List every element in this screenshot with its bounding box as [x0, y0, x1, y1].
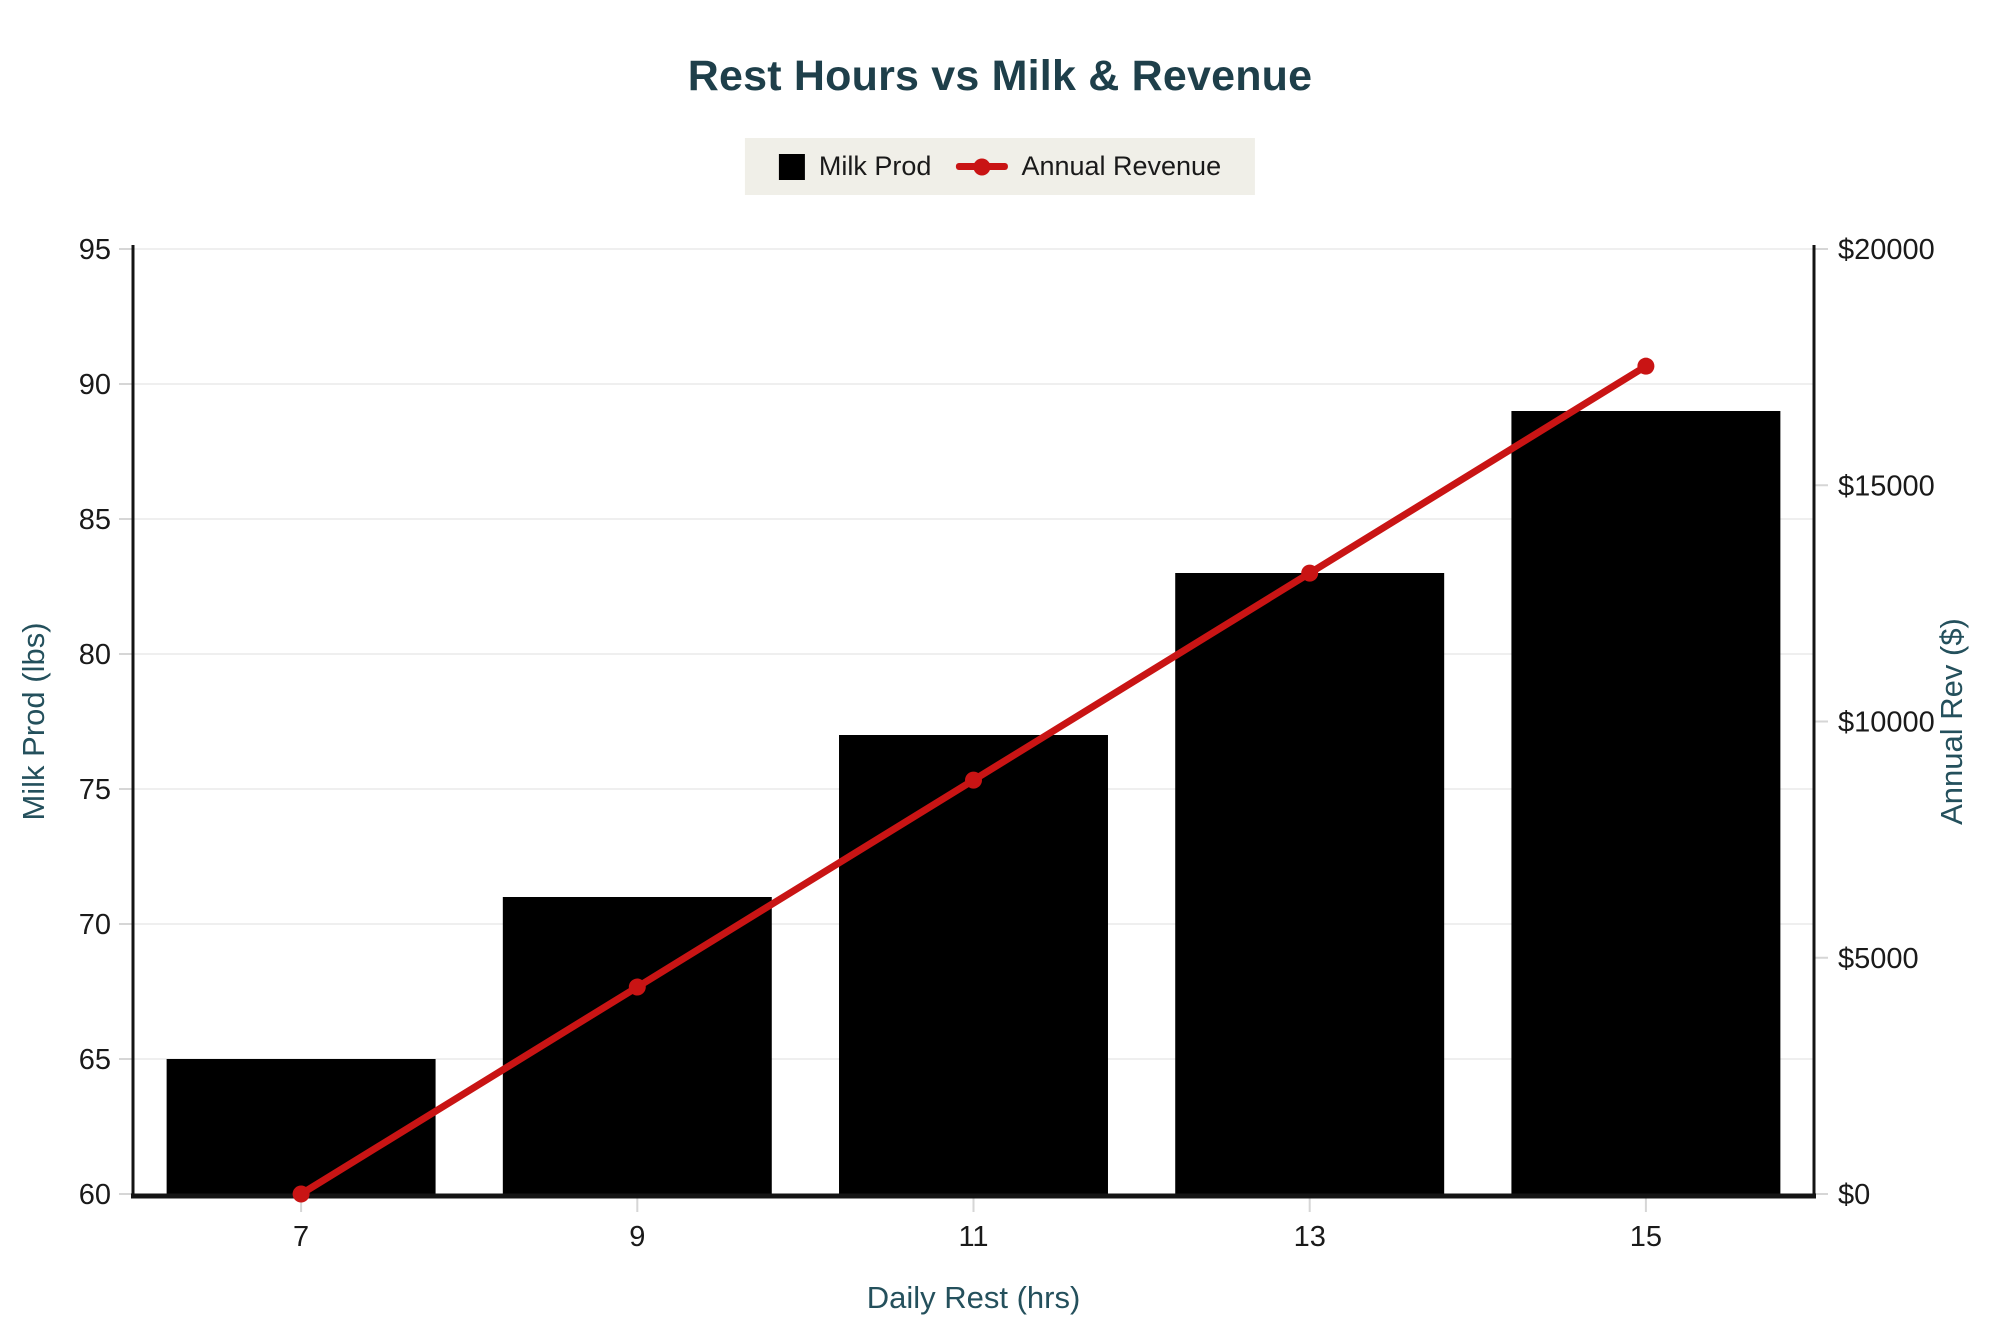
annual-revenue-point [292, 1185, 310, 1203]
annual-revenue-point [628, 978, 646, 996]
annual-revenue-swatch-dot-icon [972, 158, 990, 175]
bar-milk-prod [1511, 411, 1781, 1197]
x-tick-label: 13 [1294, 1221, 1326, 1253]
legend-item-milk-prod: Milk Prod [778, 151, 932, 182]
annual-revenue-swatch-icon [955, 158, 1008, 175]
legend-label-milk-prod: Milk Prod [818, 151, 932, 181]
left-tick-label: 70 [79, 909, 111, 941]
left-tick-label: 90 [79, 369, 111, 401]
left-axis-title: Milk Prod (lbs) [16, 622, 51, 820]
x-tick-label: 11 [958, 1221, 988, 1253]
tick-labels: 60 65 70 75 80 85 90 95 $0 $5000 $10000 $15000 $2000… [79, 234, 1935, 1253]
bar-milk-prod [166, 1059, 436, 1197]
right-tick-label: $10000 [1838, 707, 1935, 739]
right-axis-title: Annual Rev ($) [1934, 618, 1969, 825]
x-tick-label: 15 [1630, 1221, 1662, 1253]
milk-prod-swatch-icon [778, 153, 805, 180]
chart-title: Rest Hours vs Milk & Revenue [687, 52, 1313, 100]
right-tick-label: $0 [1838, 1179, 1870, 1211]
right-tick-label: $20000 [1838, 234, 1935, 266]
legend-item-annual-revenue: Annual Revenue [955, 151, 1221, 182]
bar-milk-prod [839, 735, 1108, 1197]
annual-revenue-point [1301, 564, 1319, 582]
bar-milk-prod [1175, 573, 1445, 1197]
annual-revenue-point [1637, 357, 1655, 375]
right-tick-label: $15000 [1838, 470, 1935, 502]
annual-revenue-point [965, 771, 982, 789]
x-tick-label: 9 [629, 1221, 645, 1253]
left-tick-label: 65 [79, 1044, 111, 1076]
right-tick-label: $5000 [1838, 943, 1919, 975]
left-tick-label: 75 [79, 774, 111, 806]
legend-label-annual-revenue: Annual Revenue [1021, 151, 1222, 181]
x-axis-title: Daily Rest (hrs) [867, 1280, 1081, 1315]
milk-prod-bars [166, 411, 1781, 1197]
chart-legend: Milk Prod Annual Revenue [744, 138, 1256, 195]
tick-marks [119, 248, 1828, 1212]
left-tick-label: 80 [79, 639, 111, 671]
left-tick-label: 60 [79, 1179, 111, 1211]
x-tick-label: 7 [293, 1221, 309, 1253]
bar-milk-prod [502, 897, 772, 1197]
left-tick-label: 95 [79, 234, 111, 266]
left-tick-label: 85 [79, 504, 111, 536]
